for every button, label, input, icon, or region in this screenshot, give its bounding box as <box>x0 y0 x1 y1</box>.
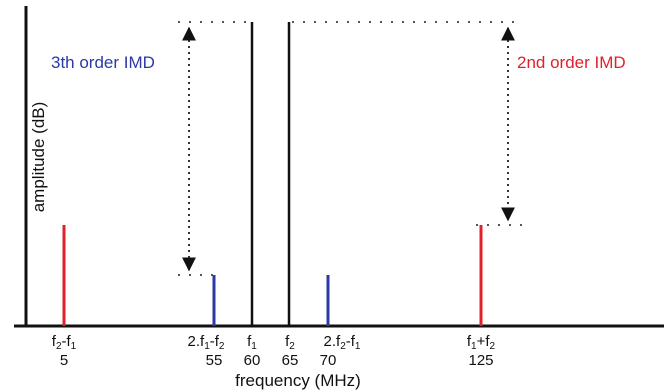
bin-name-f2: f2 <box>285 333 295 352</box>
bin-name-f1: f1 <box>247 333 257 352</box>
bin-name-2f2-f1: 2.f2-f1 <box>324 333 361 352</box>
freq-60: 60 <box>244 352 261 369</box>
y-axis-label: amplitude (dB) <box>29 102 48 213</box>
x-axis-label: frequency (MHz) <box>235 371 361 390</box>
freq-55: 55 <box>206 352 223 369</box>
freq-70: 70 <box>320 352 337 369</box>
imd2-label: 2nd order IMD <box>517 53 626 72</box>
freq-5: 5 <box>60 352 68 369</box>
bin-name-f2-f1: f2-f1 <box>52 333 77 352</box>
bin-name-2f1-f2: 2.f1-f2 <box>188 333 225 352</box>
freq-125: 125 <box>468 352 493 369</box>
bin-name-f1-plus-f2: f1+f2 <box>467 333 496 352</box>
freq-65: 65 <box>282 352 299 369</box>
imd3-label: 3th order IMD <box>51 53 155 72</box>
